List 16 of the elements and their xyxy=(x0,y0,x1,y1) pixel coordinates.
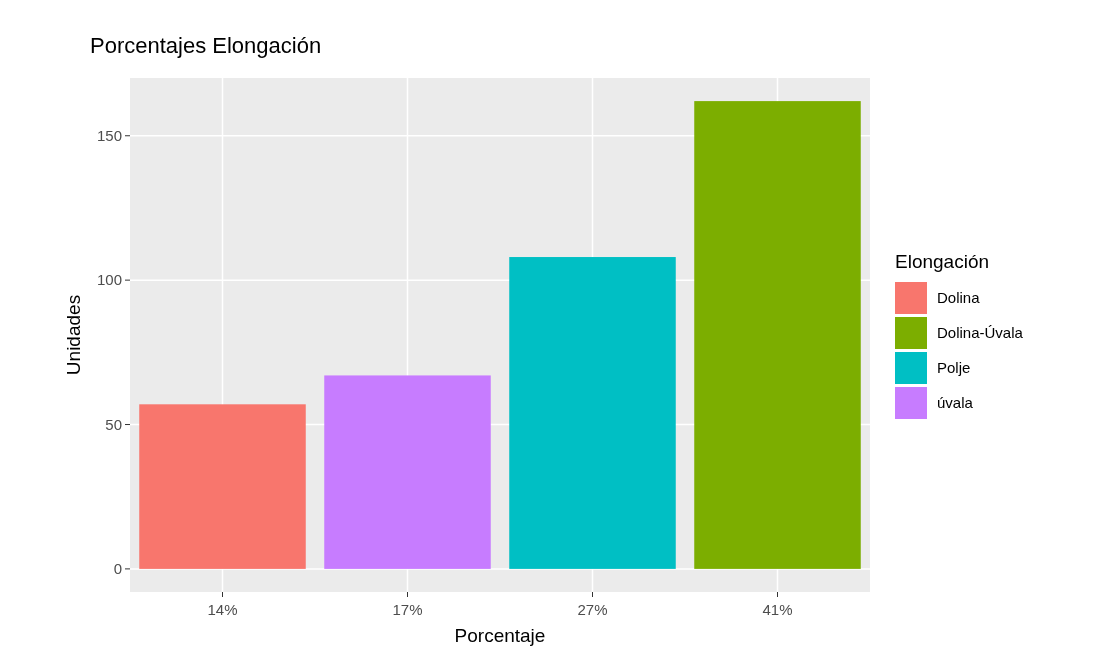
y-tick-label: 50 xyxy=(105,415,122,433)
legend-label: Polje xyxy=(937,359,971,377)
x-tick-label: 14% xyxy=(207,601,238,618)
y-tick-label: 150 xyxy=(96,127,122,144)
y-tick-label: 0 xyxy=(113,560,122,578)
chart-title: Porcentajes Elongación xyxy=(90,33,322,58)
y-axis-title: Unidades xyxy=(63,294,84,376)
legend-label: úvala xyxy=(937,394,974,412)
x-tick-label: 27% xyxy=(577,601,608,618)
x-tick-label: 41% xyxy=(762,601,793,618)
x-axis-title: Porcentaje xyxy=(454,625,546,646)
legend-label: Dolina-Úvala xyxy=(937,324,1024,342)
legend-title: Elongación xyxy=(895,251,990,272)
y-tick-label: 100 xyxy=(96,271,122,289)
x-tick-label: 17% xyxy=(392,601,423,618)
legend-label: Dolina xyxy=(937,289,981,307)
